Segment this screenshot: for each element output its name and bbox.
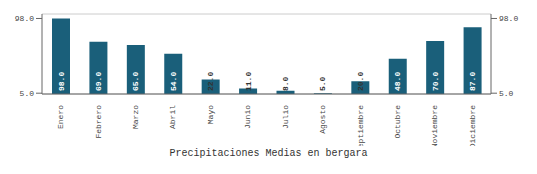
svg-text:Abril: Abril [168, 105, 177, 129]
svg-text:Diciembre: Diciembre [468, 105, 477, 146]
svg-text:87.0: 87.0 [468, 72, 477, 91]
svg-text:5.0: 5.0 [499, 89, 514, 98]
svg-text:8.0: 8.0 [281, 76, 290, 91]
svg-text:Mayo: Mayo [206, 105, 215, 124]
svg-text:69.0: 69.0 [94, 72, 103, 91]
svg-text:Junio: Junio [243, 105, 252, 129]
svg-text:Agosto: Agosto [318, 105, 327, 134]
svg-text:Enero: Enero [56, 105, 65, 129]
svg-text:54.0: 54.0 [169, 72, 178, 91]
svg-text:11.0: 11.0 [244, 72, 253, 91]
svg-text:22.0: 22.0 [206, 72, 215, 91]
svg-text:98.0: 98.0 [499, 14, 518, 23]
svg-text:98.0: 98.0 [15, 14, 34, 23]
svg-text:Octubre: Octubre [393, 105, 402, 139]
svg-text:Septiembre: Septiembre [356, 105, 365, 146]
svg-text:70.0: 70.0 [431, 72, 440, 91]
svg-text:Marzo: Marzo [131, 105, 140, 129]
svg-text:Noviembre: Noviembre [430, 105, 439, 146]
html-text:Precipitaciones Medias en berg: Precipitaciones Medias en bergara [169, 148, 368, 159]
svg-text:98.0: 98.0 [57, 72, 66, 91]
svg-text:5.0: 5.0 [318, 76, 327, 91]
svg-text:20.0: 20.0 [356, 72, 365, 91]
svg-text:48.0: 48.0 [393, 72, 402, 91]
svg-text:5.0: 5.0 [20, 89, 35, 98]
svg-text:Julio: Julio [281, 105, 290, 129]
svg-text:65.0: 65.0 [131, 72, 140, 91]
svg-text:Febrero: Febrero [94, 105, 103, 139]
